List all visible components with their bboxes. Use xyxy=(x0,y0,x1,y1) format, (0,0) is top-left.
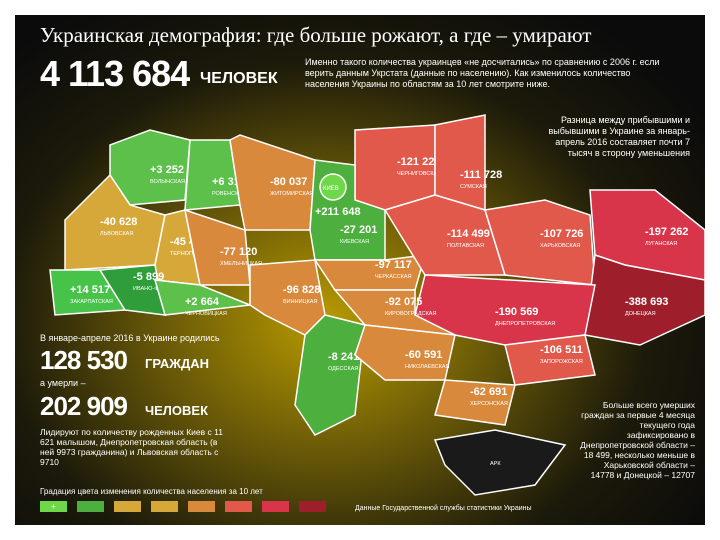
legend-title: Градация цвета изменения количества насе… xyxy=(40,487,263,496)
region-value: -121 223 xyxy=(397,156,440,168)
title: Украинская демография: где больше рожают… xyxy=(40,23,592,47)
kyiv-value: +211 648 xyxy=(315,206,361,218)
total-loss: 4 113 684 xyxy=(40,53,190,94)
legend-swatch xyxy=(151,501,178,512)
legend-swatch xyxy=(188,501,215,512)
region-value: -8 241 xyxy=(328,351,359,363)
region-name: КИЕВСКАЯ xyxy=(340,239,369,245)
migration-note: Разница между прибывшими и выбывшими в У… xyxy=(548,115,690,158)
region-value: -77 120 xyxy=(220,246,257,258)
region-name: СУМСКАЯ xyxy=(460,184,487,190)
region-name: ХАРЬКОВСКАЯ xyxy=(540,243,580,249)
region-name: ХМЕЛЬНИЦКАЯ xyxy=(220,261,262,267)
region-value: -107 726 xyxy=(540,228,583,240)
region-name: ЗАПОРОЖСКАЯ xyxy=(540,359,583,365)
region-value: -92 075 xyxy=(385,296,422,308)
region-name: ЛЬВОВСКАЯ xyxy=(100,231,133,237)
region-name: НИКОЛАЕВСКАЯ xyxy=(405,364,450,370)
region xyxy=(484,199,596,286)
region xyxy=(433,429,567,496)
region xyxy=(354,324,456,381)
died-unit: ЧЕЛОВЕК xyxy=(145,403,209,418)
region-value: -62 691 xyxy=(470,386,507,398)
region-name: ДНЕПРОПЕТРОВСКАЯ xyxy=(495,321,555,327)
region-value: +14 517 xyxy=(70,284,110,296)
region xyxy=(434,379,516,426)
region-name: ЗАКАРПАТСКАЯ xyxy=(70,299,113,305)
region-value: +3 252 xyxy=(150,164,184,176)
region xyxy=(434,114,486,212)
legend-swatch xyxy=(299,501,326,512)
infographic: +3 252 ВОЛЫНСКАЯ +6 311 РОВЕНСКАЯ -80 037 ЖИТ… xyxy=(15,15,705,525)
region-name: ВОЛЫНСКАЯ xyxy=(150,179,185,185)
born-label: В январе-апреле 2016 в Украине родились xyxy=(40,333,220,343)
region-value: -197 262 xyxy=(645,226,688,238)
region xyxy=(504,334,596,386)
total-unit: ЧЕЛОВЕК xyxy=(200,70,278,87)
born-value: 128 530 xyxy=(40,345,128,375)
intro: Именно такого количества украинцев «не д… xyxy=(305,57,660,89)
kyiv-city xyxy=(319,173,347,201)
died-label: а умерли – xyxy=(40,378,86,388)
legend-swatch xyxy=(114,501,141,512)
born-unit: ГРАЖДАН xyxy=(145,356,210,371)
region-name: ЛУГАНСКАЯ xyxy=(645,241,677,247)
deaths-note: Больше всего умерших граждан за первые 4… xyxy=(580,400,695,480)
region xyxy=(249,259,326,336)
region-name: ЧЕРНИГОВСКАЯ xyxy=(397,171,441,177)
region-name: РОВЕНСКАЯ xyxy=(212,191,246,197)
region-name: ОДЕССКАЯ xyxy=(328,366,358,372)
region-value: -40 628 xyxy=(100,216,137,228)
region-name: ВИННИЦКАЯ xyxy=(283,299,317,305)
region-value: -388 693 xyxy=(625,296,668,308)
region-value: -190 569 xyxy=(495,306,538,318)
region xyxy=(333,289,456,336)
region-value: -80 037 xyxy=(270,176,307,188)
region xyxy=(313,254,427,291)
region-name: ХЕРСОНСКАЯ xyxy=(470,401,508,407)
region xyxy=(294,314,366,436)
region-name: ЧЕРНОВИЦКАЯ xyxy=(185,311,227,317)
region-name: АРК xyxy=(490,461,501,467)
region-name: ДОНЕЦКАЯ xyxy=(625,311,656,317)
region-name: ЧЕРКАССКАЯ xyxy=(375,274,412,280)
births-leaders: Лидируют по количеству рожденных Киев с … xyxy=(40,427,223,467)
legend-swatch xyxy=(262,501,289,512)
legend-swatch xyxy=(225,501,252,512)
region-value: +2 664 xyxy=(185,296,220,308)
region-name: КИРОВОГРАДСКАЯ xyxy=(385,311,436,317)
region-value: -96 828 xyxy=(283,284,320,296)
region-value: -97 117 xyxy=(375,259,412,271)
kyiv-name: КИЕВ xyxy=(323,186,339,192)
region-value: -111 728 xyxy=(460,169,502,181)
region-value: -114 499 xyxy=(447,228,490,240)
region-value: -60 591 xyxy=(405,349,442,361)
region-name: ПОЛТАВСКАЯ xyxy=(447,243,484,249)
died-value: 202 909 xyxy=(40,391,128,421)
region-name: ЖИТОМИРСКАЯ xyxy=(270,191,313,197)
region-value: -106 511 xyxy=(540,344,583,356)
legend-swatch: + xyxy=(40,501,67,512)
source: Данные Государственной службы статистики… xyxy=(355,505,532,512)
region-value: -27 201 xyxy=(340,224,377,236)
legend-swatch xyxy=(77,501,104,512)
